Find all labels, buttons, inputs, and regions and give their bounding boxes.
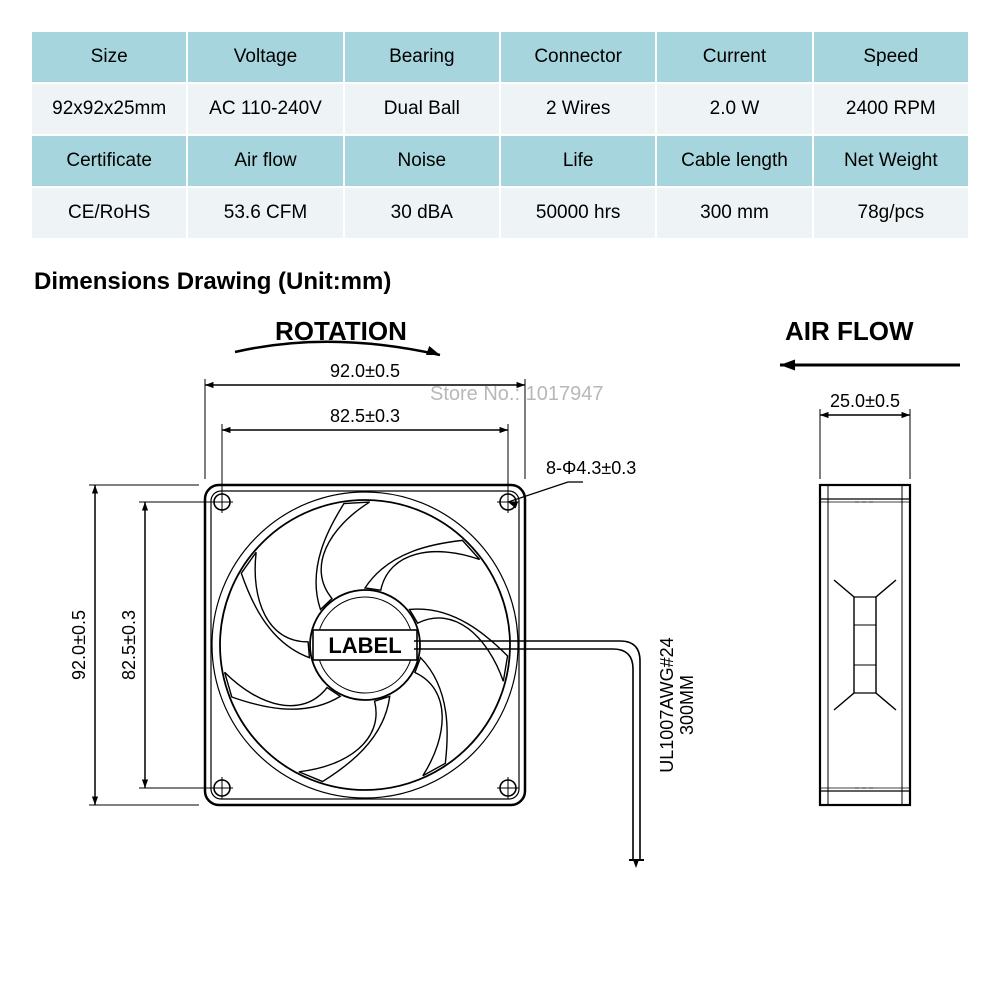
spec-value: 50000 hrs: [500, 187, 656, 239]
spec-table: Size Voltage Bearing Connector Current S…: [30, 30, 970, 240]
spec-header: Bearing: [344, 31, 500, 83]
svg-text:300MM: 300MM: [677, 675, 697, 735]
dimension-drawing: Store No.: 1017947ROTATIONAIR FLOWLABEL9…: [30, 310, 970, 930]
svg-text:UL1007AWG#24: UL1007AWG#24: [657, 637, 677, 772]
table-row: Size Voltage Bearing Connector Current S…: [31, 31, 969, 83]
page: Size Voltage Bearing Connector Current S…: [0, 0, 1000, 1000]
svg-text:AIR FLOW: AIR FLOW: [785, 316, 914, 346]
table-row: Certificate Air flow Noise Life Cable le…: [31, 135, 969, 187]
spec-header: Certificate: [31, 135, 187, 187]
spec-header: Cable length: [656, 135, 812, 187]
section-title: Dimensions Drawing (Unit:mm): [34, 268, 970, 296]
table-row: CE/RoHS 53.6 CFM 30 dBA 50000 hrs 300 mm…: [31, 187, 969, 239]
svg-text:82.5±0.3: 82.5±0.3: [330, 406, 400, 426]
spec-value: 2400 RPM: [813, 83, 969, 135]
spec-value: 53.6 CFM: [187, 187, 343, 239]
svg-text:LABEL: LABEL: [328, 633, 401, 658]
spec-header: Connector: [500, 31, 656, 83]
spec-header: Life: [500, 135, 656, 187]
spec-header: Net Weight: [813, 135, 969, 187]
spec-value: 92x92x25mm: [31, 83, 187, 135]
spec-header: Air flow: [187, 135, 343, 187]
spec-value: 2 Wires: [500, 83, 656, 135]
table-row: 92x92x25mm AC 110-240V Dual Ball 2 Wires…: [31, 83, 969, 135]
spec-value: CE/RoHS: [31, 187, 187, 239]
spec-header: Current: [656, 31, 812, 83]
spec-value: 78g/pcs: [813, 187, 969, 239]
spec-value: 30 dBA: [344, 187, 500, 239]
svg-text:25.0±0.5: 25.0±0.5: [830, 391, 900, 411]
svg-text:92.0±0.5: 92.0±0.5: [69, 610, 89, 680]
spec-value: Dual Ball: [344, 83, 500, 135]
spec-header: Voltage: [187, 31, 343, 83]
drawing-svg: Store No.: 1017947ROTATIONAIR FLOWLABEL9…: [30, 310, 970, 930]
spec-header: Size: [31, 31, 187, 83]
spec-value: 2.0 W: [656, 83, 812, 135]
svg-text:82.5±0.3: 82.5±0.3: [119, 610, 139, 680]
spec-value: 300 mm: [656, 187, 812, 239]
svg-text:92.0±0.5: 92.0±0.5: [330, 361, 400, 381]
spec-value: AC 110-240V: [187, 83, 343, 135]
svg-text:8-Φ4.3±0.3: 8-Φ4.3±0.3: [546, 458, 636, 478]
spec-header: Speed: [813, 31, 969, 83]
spec-header: Noise: [344, 135, 500, 187]
